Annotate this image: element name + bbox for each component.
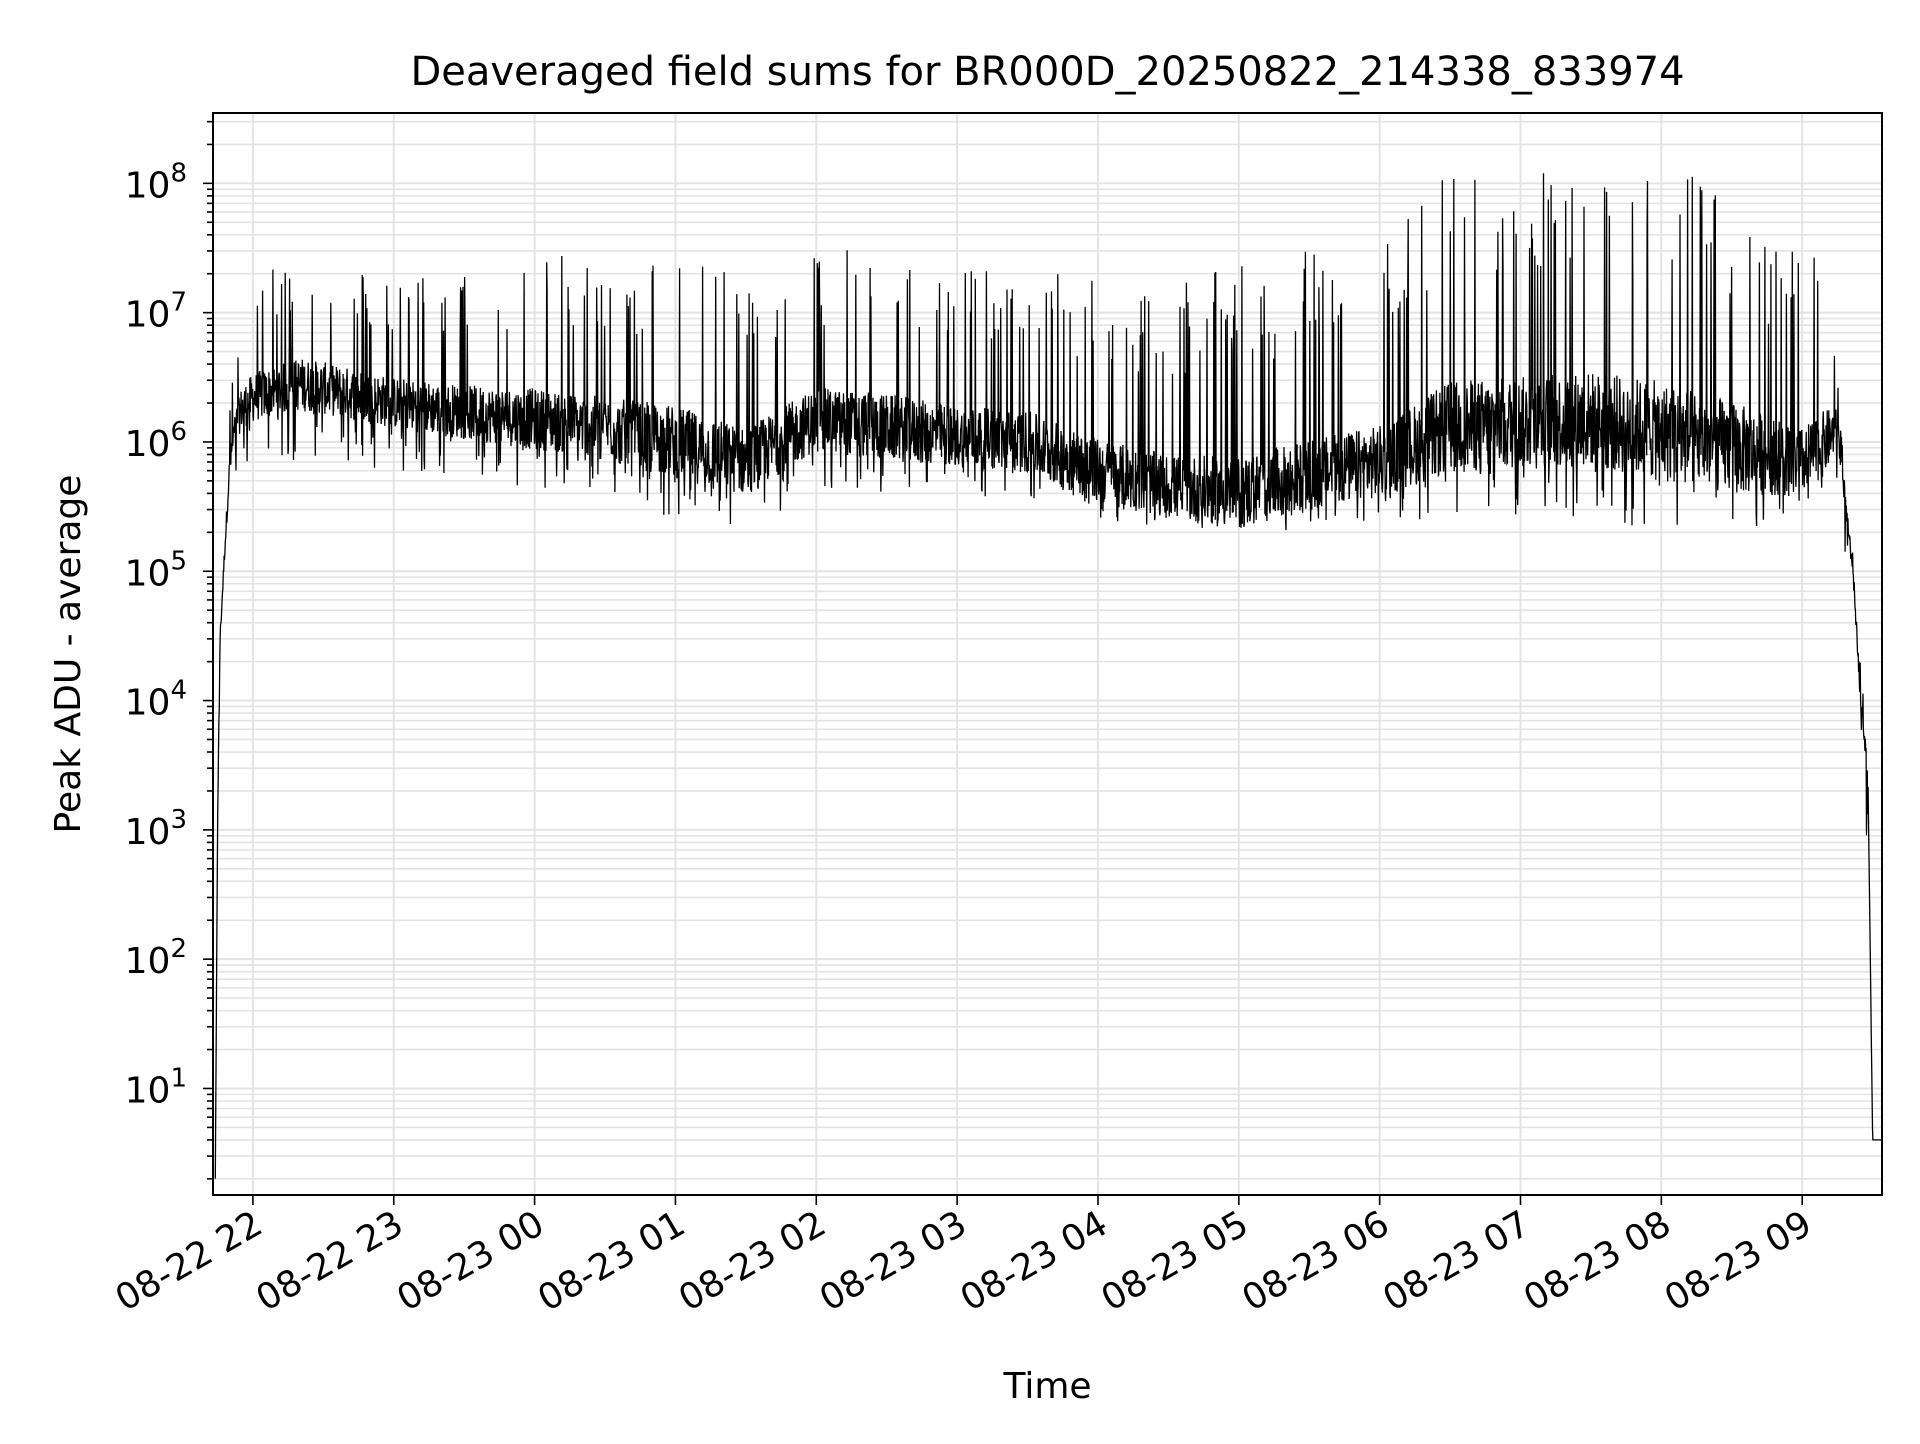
y-tick-label: 103 [125,805,187,853]
y-tick-label: 105 [125,546,187,594]
series-layer [214,173,1882,1179]
grid [213,113,1882,1195]
y-tick-label: 108 [125,158,187,206]
y-tick-label: 102 [125,934,187,982]
y-tick-label: 104 [125,676,187,724]
chart-title: Deaveraged field sums for BR000D_2025082… [410,49,1684,95]
y-tick-label: 107 [125,288,187,336]
plot-frame [212,112,1883,1196]
series-line [214,173,1882,1179]
y-tick-label: 101 [125,1063,187,1111]
y-tick-label: 106 [125,417,187,465]
x-axis-label: Time [1002,1366,1091,1407]
y-axis-label: Peak ADU - average [48,475,89,834]
